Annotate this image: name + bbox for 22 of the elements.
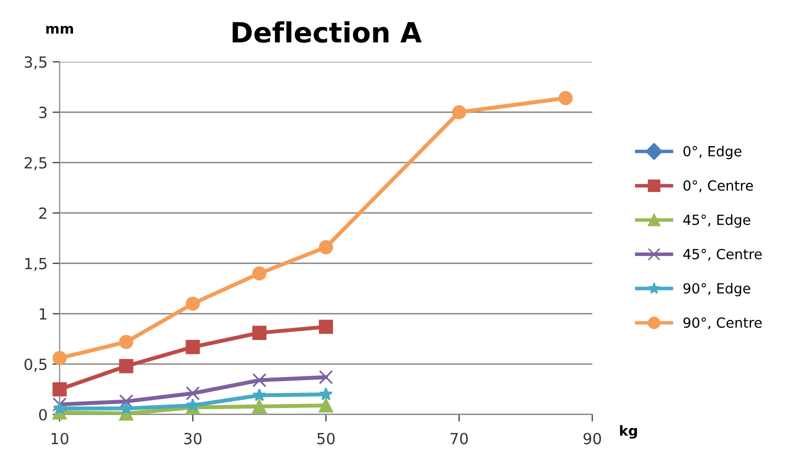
x-axis-title: kg	[620, 425, 637, 439]
y-tick-label: 0	[39, 408, 47, 421]
chart-title: Deflection A	[232, 21, 422, 43]
y-tick-label: 0,5	[24, 358, 46, 372]
y-axis-title: mm	[46, 26, 73, 34]
y-tick-label: 2	[39, 207, 46, 219]
legend-label: 45°, Edge	[683, 214, 750, 228]
legend-label: 90°, Centre	[683, 317, 762, 330]
x-tick-label: 90	[584, 432, 601, 444]
y-tick-label: 1,5	[25, 258, 46, 271]
x-tick-label: 10	[52, 432, 68, 444]
x-tick-label: 30	[184, 432, 202, 444]
y-tick-label: 2,5	[24, 157, 46, 170]
y-tick-label: 1	[40, 308, 46, 320]
legend-label: 90°, Edge	[683, 282, 750, 296]
legend-label: 0°, Edge	[683, 146, 742, 160]
y-tick-label: 3,5	[24, 56, 46, 70]
legend-label: 0°, Centre	[683, 180, 753, 192]
x-tick-label: 70	[450, 432, 468, 444]
y-tick-label: 3	[39, 106, 47, 118]
x-tick-label: 50	[317, 432, 335, 444]
legend-label: 45°, Centre	[683, 248, 762, 261]
